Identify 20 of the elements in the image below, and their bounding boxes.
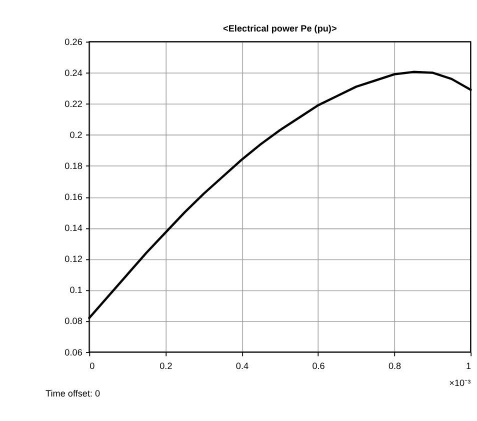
chart-title: <Electrical power Pe (pu)> — [223, 24, 337, 34]
y-tick-label: 0.26 — [64, 36, 82, 47]
y-tick-label: 0.06 — [64, 347, 82, 358]
x-tick-label: 0.8 — [388, 360, 402, 371]
y-tick-label: 0.08 — [64, 316, 82, 326]
y-tick-label: 0.22 — [64, 98, 82, 109]
text: ×10⁻³ — [449, 378, 471, 388]
x-tick-label: 0.6 — [312, 360, 325, 371]
text: Time offset: 0 — [46, 388, 100, 399]
y-tick-label: 0.1 — [70, 285, 82, 296]
y-tick-label: 0.2 — [70, 130, 82, 140]
x-tick-label: 1 — [466, 360, 472, 371]
y-tick-label: 0.24 — [64, 68, 82, 78]
y-tick-label: 0.18 — [64, 161, 82, 172]
x-tick-label: 0.4 — [236, 360, 249, 371]
x-tick-label: 0 — [90, 360, 95, 371]
y-tick-label: 0.14 — [64, 223, 82, 234]
y-tick-label: 0.12 — [64, 254, 82, 264]
y-tick-label: 0.16 — [64, 192, 82, 202]
x-tick-label: 0.2 — [160, 360, 172, 371]
